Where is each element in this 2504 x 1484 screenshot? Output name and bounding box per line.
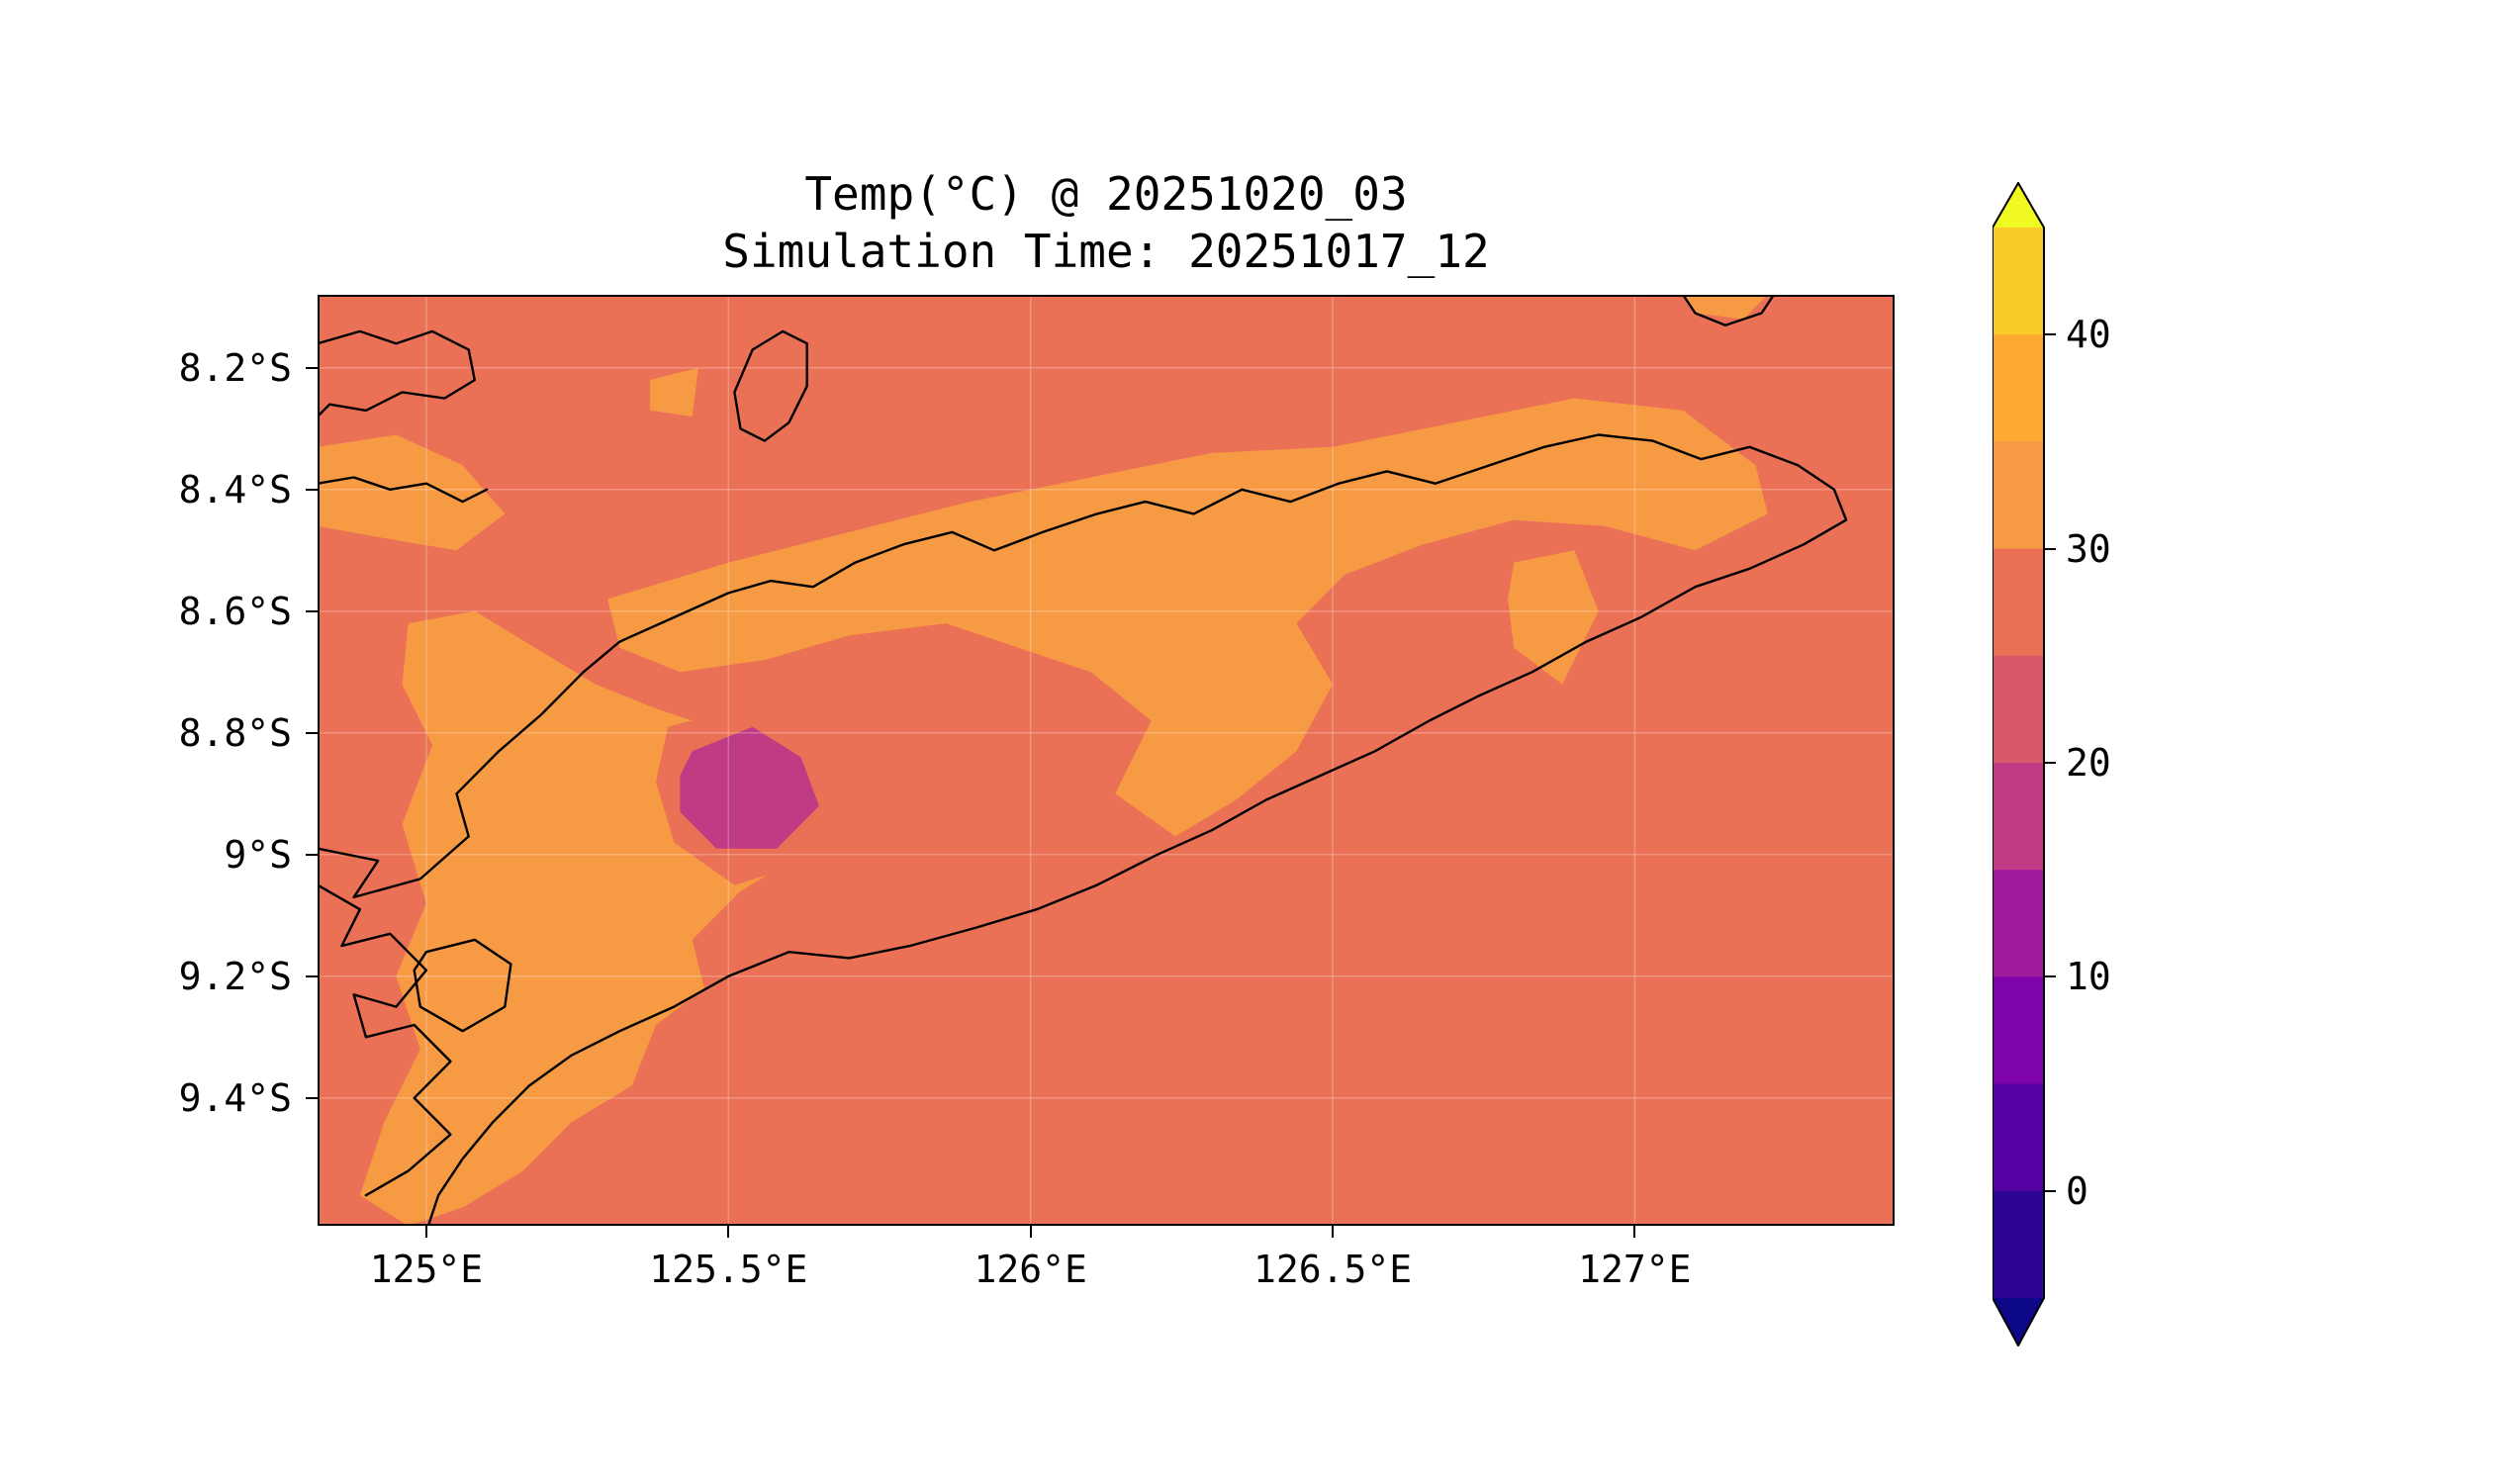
contour-region-warm-kisar-islet: [1683, 295, 1768, 320]
colorbar-over-arrow: [1993, 183, 2044, 228]
colorbar-outline: [1993, 182, 2045, 1346]
chart-title: Temp(°C) @ 20251020_03: [804, 167, 1408, 221]
x-tick-label: 125.5°E: [649, 1248, 808, 1291]
x-tick-label: 125°E: [369, 1248, 484, 1291]
y-tick-mark: [306, 488, 318, 491]
chart-subtitle: Simulation Time: 20251017_12: [722, 225, 1490, 278]
y-tick-mark: [306, 731, 318, 734]
colorbar-tick-label: 40: [2066, 313, 2111, 357]
colorbar: [1993, 182, 2045, 1346]
x-tick-label: 127°E: [1578, 1248, 1692, 1291]
x-tick-label: 126.5°E: [1252, 1248, 1413, 1291]
colorbar-band--5-0: [1993, 1190, 2044, 1299]
x-tick-mark: [424, 1226, 427, 1238]
colorbar-band-10-15: [1993, 870, 2044, 977]
colorbar-tick-mark: [2044, 975, 2056, 978]
colorbar-band-15-20: [1993, 763, 2044, 871]
contour-map: [318, 295, 1895, 1226]
colorbar-tick-mark: [2044, 547, 2056, 550]
contour-region-warm-left-top: [318, 434, 506, 551]
coastline-timor-main: [318, 433, 1848, 1226]
y-tick-label: 8.2°S: [178, 345, 292, 390]
coastline-alor-tip: [318, 329, 476, 418]
colorbar-tick-label: 20: [2066, 741, 2111, 785]
y-tick-label: 8.4°S: [178, 467, 292, 511]
colorbar-band-25-30: [1993, 548, 2044, 657]
axes-frame: [318, 295, 1895, 1226]
y-tick-mark: [306, 366, 318, 369]
x-tick-label: 126°E: [974, 1248, 1087, 1291]
contour-region-warm-spine: [607, 398, 1768, 837]
x-tick-mark: [1332, 1226, 1335, 1238]
y-tick-label: 8.6°S: [178, 589, 292, 633]
y-tick-mark: [306, 609, 318, 612]
colorbar-tick-mark: [2044, 762, 2056, 764]
coastline-west-bays: [318, 883, 452, 1197]
colorbar-band-0-5: [1993, 1083, 2044, 1192]
colorbar-under-arrow: [1993, 1298, 2044, 1345]
colorbar-band-40-45: [1993, 228, 2044, 335]
y-tick-mark: [306, 853, 318, 856]
y-tick-label: 9.2°S: [178, 954, 292, 998]
x-tick-mark: [1029, 1226, 1032, 1238]
y-tick-label: 9°S: [224, 832, 292, 877]
contour-region-warm-east-strip: [1508, 550, 1599, 685]
coastline-kisar-islet: [1682, 295, 1776, 326]
colorbar-band-35-40: [1993, 334, 2044, 442]
x-tick-mark: [1633, 1226, 1636, 1238]
colorbar-tick-mark: [2044, 333, 2056, 336]
colorbar-band-30-35: [1993, 441, 2044, 550]
colorbar-tick-label: 0: [2066, 1168, 2088, 1213]
y-tick-label: 8.8°S: [178, 710, 292, 755]
colorbar-tick-mark: [2044, 1189, 2056, 1192]
coastline-west-peninsula-blob: [413, 938, 512, 1033]
coastline-coast-8p4s: [318, 476, 489, 504]
x-tick-mark: [727, 1226, 730, 1238]
y-tick-mark: [306, 974, 318, 977]
y-tick-mark: [306, 1096, 318, 1099]
colorbar-band-5-10: [1993, 976, 2044, 1085]
colorbar-tick-label: 30: [2066, 526, 2111, 571]
colorbar-tick-label: 10: [2066, 955, 2111, 999]
y-tick-label: 9.4°S: [178, 1075, 292, 1120]
contour-region-warm-atauro-flank: [649, 367, 698, 417]
coastline-atauro-island: [733, 329, 808, 442]
contour-region-cold-spot-highlands: [680, 726, 819, 849]
colorbar-band-20-25: [1993, 655, 2044, 764]
